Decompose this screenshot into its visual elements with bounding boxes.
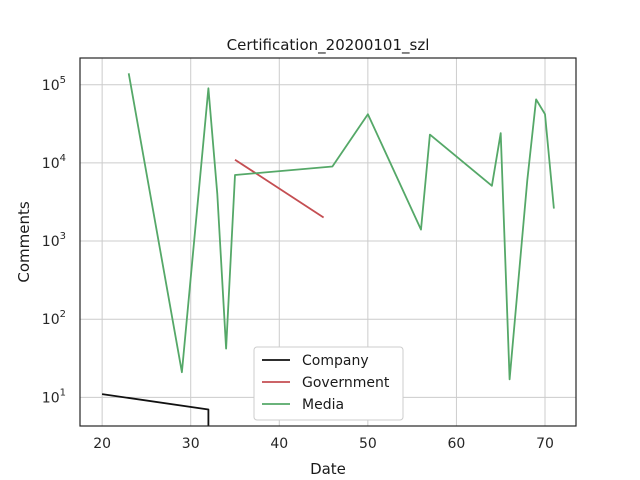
x-axis-label: Date [310,460,346,478]
x-tick-label: 40 [270,436,288,452]
y-tick-label: 105 [42,75,66,94]
x-tick-label: 30 [182,436,200,452]
x-tick-label: 20 [93,436,111,452]
x-tick-label: 50 [359,436,377,452]
axes-frame [79,57,577,427]
y-axis-ticks: 101 102 103 104 105 [42,75,66,407]
legend-label-company: Company [302,353,369,369]
y-axis-label: Comments [15,201,33,282]
legend: Company Government Media [253,346,404,421]
x-tick-label: 70 [536,436,554,452]
x-tick-label: 60 [448,436,466,452]
y-tick-label: 102 [42,309,66,328]
series-line-media [127,73,555,381]
x-axis-ticks: 20 30 40 50 60 70 [93,436,554,452]
plot-area [101,73,555,426]
series-line-government [234,158,325,219]
series-lines [101,73,555,426]
y-tick-label: 101 [42,387,66,406]
chart-title: Certification_20200101_szl [227,36,430,55]
legend-label-media: Media [302,397,344,413]
series-line-company [101,393,210,426]
y-tick-label: 103 [42,231,66,250]
y-tick-label: 104 [42,153,66,172]
grid-lines [80,58,576,426]
legend-box [253,346,404,421]
legend-label-government: Government [302,375,390,391]
